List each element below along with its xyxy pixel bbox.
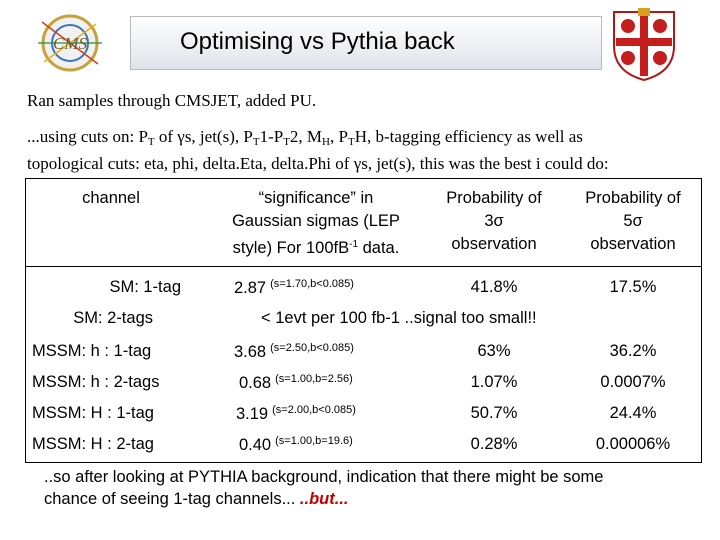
row-significance: 2.87 (s=1.70,b<0.085) [234, 278, 354, 297]
row-channel: MSSM: H : 1-tag [32, 404, 154, 422]
results-table: channel “significance” in Gaussian sigma… [25, 178, 702, 463]
title-box [130, 16, 602, 70]
row-channel: MSSM: H : 2-tag [32, 435, 154, 453]
row-channel: MSSM: h : 1-tag [32, 342, 152, 360]
intro-line-1: Ran samples through CMSJET, added PU. [27, 91, 317, 110]
row-prob-5sigma: 0.0007% [600, 373, 666, 391]
intro-paragraph: ...using cuts on: PT of γs, jet(s), PT1-… [27, 127, 609, 173]
row-channel: MSSM: h : 2-tags [32, 373, 160, 391]
header-prob-3sigma: Probability of 3σ observation [446, 189, 542, 253]
svg-text:CMS: CMS [53, 34, 88, 53]
row-prob-5sigma: 0.00006% [595, 435, 671, 453]
row-prob-3sigma: 41.8% [470, 278, 518, 296]
row-prob-3sigma: 0.28% [470, 435, 518, 453]
row-significance: 0.68 (s=1.00,b=2.56) [239, 373, 353, 392]
header-separator [26, 266, 701, 267]
row-prob-5sigma: 36.2% [609, 342, 657, 360]
row-significance: 3.68 (s=2.50,b<0.085) [234, 342, 354, 361]
page-title: Optimising vs Pythia back [180, 28, 455, 55]
row-channel: SM: 2-tags [73, 309, 153, 327]
row-significance: 3.19 (s=2.00,b<0.085) [236, 404, 356, 423]
header-channel: channel [82, 189, 140, 207]
row-prob-5sigma: 24.4% [609, 404, 657, 422]
header-prob-5sigma: Probability of 5σ observation [585, 189, 681, 253]
row-prob-3sigma: 1.07% [470, 373, 518, 391]
university-crest-icon [613, 8, 675, 82]
row-prob-5sigma: 17.5% [609, 278, 657, 296]
row-span-note: < 1evt per 100 fb-1 ..signal too small!! [261, 309, 537, 327]
row-channel: SM: 1-tag [109, 278, 181, 296]
but-emphasis: ..but... [299, 490, 349, 508]
conclusion-text: ..so after looking at PYTHIA background,… [44, 468, 604, 508]
row-significance: 0.40 (s=1.00,b=19.6) [239, 435, 353, 454]
row-prob-3sigma: 50.7% [470, 404, 518, 422]
header-significance: “significance” in Gaussian sigmas (LEP s… [232, 189, 400, 257]
title-bar: CMS Optimising vs Pythia back [0, 0, 720, 82]
cms-logo: CMS [20, 12, 120, 74]
row-prob-3sigma: 63% [477, 342, 511, 360]
